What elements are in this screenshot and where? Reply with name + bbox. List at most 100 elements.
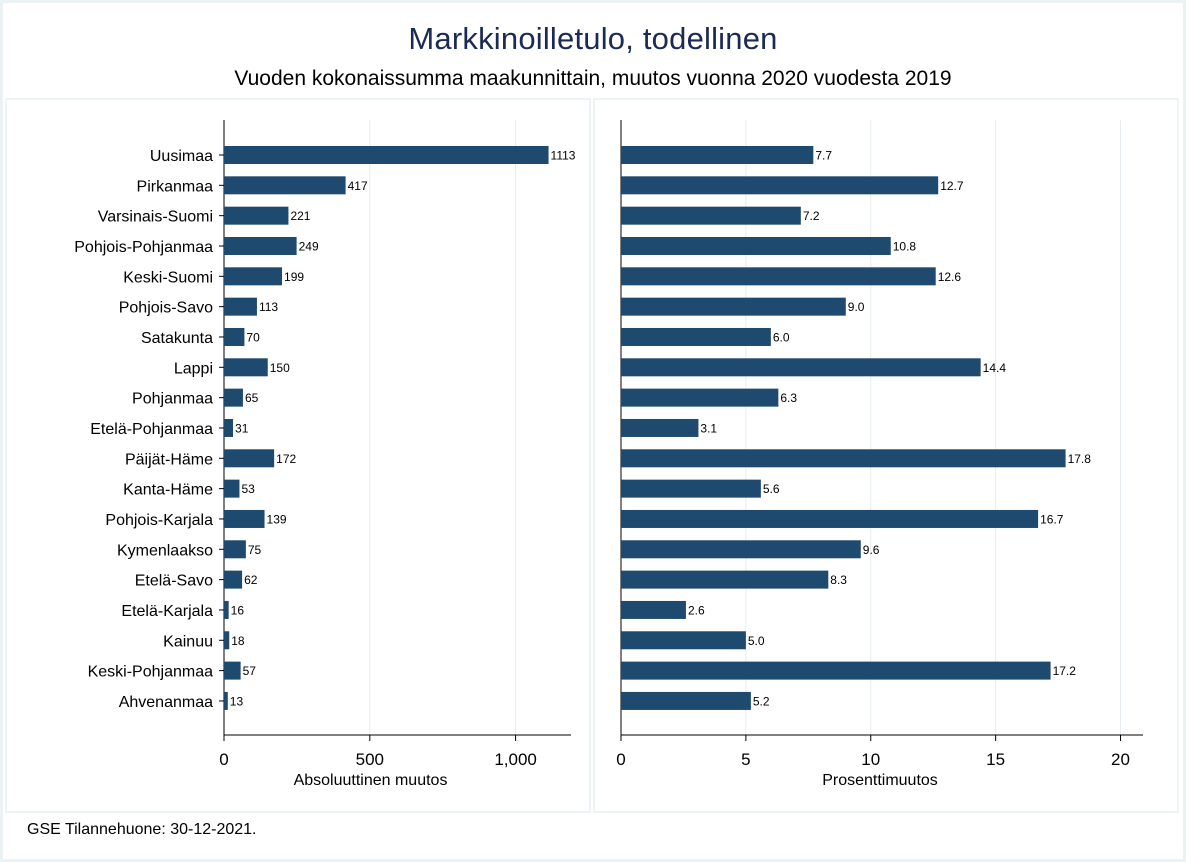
category-label-Ahvenanmaa: Ahvenanmaa xyxy=(119,694,213,711)
category-label-Lappi: Lappi xyxy=(174,360,213,377)
bar-1-Ahvenanmaa xyxy=(224,691,228,710)
bar-1-Varsinais-Suomi xyxy=(224,206,289,225)
data-label-2-Pirkanmaa: 12.7 xyxy=(940,179,964,193)
data-label-2-Lappi: 14.4 xyxy=(983,361,1007,375)
category-label-Etelä-Pohjanmaa: Etelä-Pohjanmaa xyxy=(90,421,213,438)
x-axis-title-2: Prosenttimuutos xyxy=(822,772,938,789)
category-label-Varsinais-Suomi: Varsinais-Suomi xyxy=(98,209,213,226)
data-label-2-Etelä-Karjala: 2.6 xyxy=(688,603,705,617)
bar-2-Kanta-Häme xyxy=(621,479,761,498)
data-label-1-Etelä-Pohjanmaa: 31 xyxy=(235,421,249,435)
bar-1-Lappi xyxy=(224,358,268,377)
bar-2-Uusimaa xyxy=(621,146,814,164)
data-label-2-Kanta-Häme: 5.6 xyxy=(763,482,780,496)
bar-1-Pohjanmaa xyxy=(224,388,243,407)
category-label-Pohjois-Karjala: Pohjois-Karjala xyxy=(105,512,213,529)
data-label-2-Etelä-Pohjanmaa: 3.1 xyxy=(700,421,717,435)
x-axis-title-1: Absoluuttinen muutos xyxy=(294,772,448,789)
data-label-1-Pohjois-Pohjanmaa: 249 xyxy=(299,239,319,253)
bar-1-Etelä-Savo xyxy=(224,570,243,589)
bar-1-Pirkanmaa xyxy=(224,176,346,195)
data-label-1-Päijät-Häme: 172 xyxy=(276,452,296,466)
bar-1-Kanta-Häme xyxy=(224,479,240,498)
bar-2-Pirkanmaa xyxy=(621,176,939,195)
bar-1-Etelä-Pohjanmaa xyxy=(224,418,234,437)
data-label-2-Pohjois-Pohjanmaa: 10.8 xyxy=(893,239,917,253)
bar-2-Satakunta xyxy=(621,327,771,346)
bar-2-Pohjois-Pohjanmaa xyxy=(621,236,891,255)
data-label-1-Etelä-Karjala: 16 xyxy=(231,603,245,617)
category-label-Pohjanmaa: Pohjanmaa xyxy=(132,391,213,408)
chart-subtitle: Vuoden kokonaissumma maakunnittain, muut… xyxy=(234,67,952,90)
x-tick-label-1-1: 500 xyxy=(356,750,384,769)
data-label-2-Keski-Pohjanmaa: 17.2 xyxy=(1053,664,1077,678)
category-label-Uusimaa: Uusimaa xyxy=(150,148,213,165)
category-label-Keski-Suomi: Keski-Suomi xyxy=(123,269,213,286)
data-label-1-Etelä-Savo: 62 xyxy=(244,573,258,587)
category-label-Pirkanmaa: Pirkanmaa xyxy=(137,178,214,195)
data-label-1-Kymenlaakso: 75 xyxy=(248,543,262,557)
category-label-Kymenlaakso: Kymenlaakso xyxy=(117,542,213,559)
category-label-Pohjois-Pohjanmaa: Pohjois-Pohjanmaa xyxy=(74,239,213,256)
data-label-2-Kymenlaakso: 9.6 xyxy=(863,543,880,557)
data-label-1-Pirkanmaa: 417 xyxy=(348,179,368,193)
data-label-1-Uusimaa: 1113 xyxy=(551,149,576,163)
data-label-2-Satakunta: 6.0 xyxy=(773,330,790,344)
bar-1-Keski-Suomi xyxy=(224,267,283,286)
bar-1-Uusimaa xyxy=(224,146,549,164)
data-label-2-Ahvenanmaa: 5.2 xyxy=(753,694,770,708)
bar-2-Pohjois-Karjala xyxy=(621,509,1039,528)
bar-2-Lappi xyxy=(621,358,981,377)
data-label-1-Kanta-Häme: 53 xyxy=(241,482,255,496)
x-tick-label-2-1: 5 xyxy=(741,750,750,769)
data-label-1-Kainuu: 18 xyxy=(231,634,245,648)
data-label-1-Keski-Pohjanmaa: 57 xyxy=(243,664,257,678)
panel-1 xyxy=(5,98,591,813)
data-label-1-Pohjanmaa: 65 xyxy=(245,391,259,405)
bar-1-Satakunta xyxy=(224,327,245,346)
data-label-2-Pohjanmaa: 6.3 xyxy=(780,391,797,405)
x-tick-label-2-0: 0 xyxy=(616,750,625,769)
data-label-1-Keski-Suomi: 199 xyxy=(284,270,304,284)
data-label-1-Lappi: 150 xyxy=(270,361,290,375)
bar-2-Päijät-Häme xyxy=(621,449,1066,468)
bar-1-Keski-Pohjanmaa xyxy=(224,661,241,680)
bar-1-Kymenlaakso xyxy=(224,540,246,559)
category-label-Kanta-Häme: Kanta-Häme xyxy=(123,482,213,499)
source-note: GSE Tilannehuone: 30-12-2021. xyxy=(27,821,257,838)
bar-2-Kymenlaakso xyxy=(621,540,861,559)
data-label-2-Päijät-Häme: 17.8 xyxy=(1068,452,1092,466)
bar-2-Etelä-Pohjanmaa xyxy=(621,418,699,437)
x-tick-label-2-4: 20 xyxy=(1111,750,1130,769)
bar-1-Pohjois-Karjala xyxy=(224,509,265,528)
data-label-2-Etelä-Savo: 8.3 xyxy=(830,573,847,587)
bar-2-Keski-Suomi xyxy=(621,267,936,286)
category-label-Kainuu: Kainuu xyxy=(163,633,213,650)
bar-1-Pohjois-Pohjanmaa xyxy=(224,236,297,255)
data-label-1-Varsinais-Suomi: 221 xyxy=(290,209,310,223)
chart-title: Markkinoilletulo, todellinen xyxy=(408,21,778,56)
bar-2-Ahvenanmaa xyxy=(621,691,751,710)
bar-2-Kainuu xyxy=(621,631,746,650)
bar-2-Etelä-Karjala xyxy=(621,600,686,619)
category-label-Satakunta: Satakunta xyxy=(141,330,213,347)
data-label-2-Pohjois-Karjala: 16.7 xyxy=(1040,512,1064,526)
category-label-Pohjois-Savo: Pohjois-Savo xyxy=(119,300,213,317)
data-label-2-Kainuu: 5.0 xyxy=(748,634,765,648)
bar-2-Pohjois-Savo xyxy=(621,297,846,316)
data-label-2-Uusimaa: 7.7 xyxy=(815,149,832,163)
data-label-1-Ahvenanmaa: 13 xyxy=(230,694,244,708)
x-tick-label-1-2: 1,000 xyxy=(494,750,537,769)
bar-2-Varsinais-Suomi xyxy=(621,206,801,225)
category-label-Etelä-Savo: Etelä-Savo xyxy=(135,573,213,590)
category-label-Päijät-Häme: Päijät-Häme xyxy=(125,451,213,468)
data-label-1-Satakunta: 70 xyxy=(246,330,260,344)
data-label-1-Pohjois-Savo: 113 xyxy=(259,300,278,314)
data-label-2-Pohjois-Savo: 9.0 xyxy=(848,300,865,314)
bar-2-Keski-Pohjanmaa xyxy=(621,661,1051,680)
x-tick-label-1-0: 0 xyxy=(219,750,228,769)
bar-1-Päijät-Häme xyxy=(224,449,275,468)
data-label-2-Keski-Suomi: 12.6 xyxy=(938,270,962,284)
x-tick-label-2-2: 10 xyxy=(861,750,880,769)
